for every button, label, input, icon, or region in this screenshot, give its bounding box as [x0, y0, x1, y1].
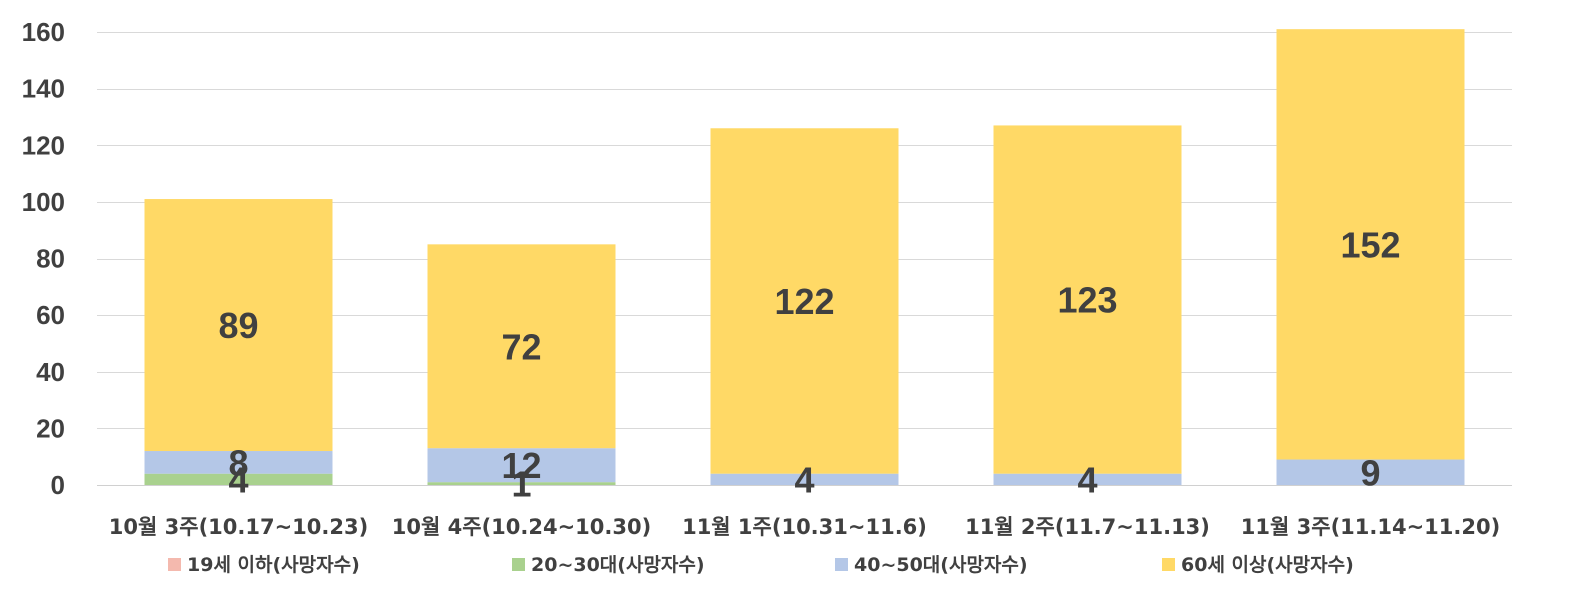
y-tick-label: 0	[51, 470, 65, 500]
legend-label: 40~50대(사망자수)	[854, 554, 1028, 576]
x-category-label: 11월 3주(11.14~11.20)	[1241, 515, 1500, 539]
legend-label: 19세 이하(사망자수)	[187, 554, 360, 576]
bar-segment	[1276, 459, 1465, 485]
x-category-label: 10월 3주(10.17~10.23)	[109, 515, 368, 539]
x-category-label: 11월 2주(11.7~11.13)	[965, 515, 1210, 539]
data-label: 12	[501, 445, 541, 486]
x-category-label: 11월 1주(10.31~11.6)	[682, 515, 927, 539]
data-label: 1	[511, 464, 531, 505]
legend-swatch	[1162, 558, 1175, 571]
bar-segment	[144, 451, 333, 474]
y-tick-label: 160	[22, 17, 65, 47]
data-label: 123	[1057, 280, 1117, 321]
y-tick-label: 100	[22, 187, 65, 217]
bar-segment	[427, 244, 616, 449]
legend: 19세 이하(사망자수) 20~30대(사망자수) 40~50대(사망자수) 60세 …	[168, 554, 1354, 576]
bar-segment	[427, 482, 616, 485]
data-label: 8	[228, 442, 248, 483]
data-label: 122	[774, 281, 834, 322]
bar-segment	[427, 448, 616, 483]
bar-segment	[144, 473, 333, 485]
data-label: 89	[218, 305, 258, 346]
bar-segment	[993, 473, 1182, 485]
data-label: 152	[1340, 224, 1400, 265]
legend-label: 60세 이상(사망자수)	[1181, 554, 1354, 576]
bar-segment	[144, 199, 333, 452]
bar-segment	[710, 128, 899, 474]
bars	[144, 29, 1465, 485]
x-axis-category-labels: 10월 3주(10.17~10.23) 10월 4주(10.24~10.30) 11…	[109, 515, 1500, 539]
data-label: 4	[228, 459, 248, 500]
bar-segment	[993, 125, 1182, 474]
y-tick-label: 40	[36, 357, 65, 387]
x-category-label: 10월 4주(10.24~10.30)	[392, 515, 651, 539]
y-axis-tick-labels: 0 20 40 60 80 100 120 140 160	[22, 17, 65, 500]
bar-segment	[710, 473, 899, 485]
y-tick-label: 140	[22, 74, 65, 104]
data-label: 4	[794, 459, 814, 500]
legend-swatch	[512, 558, 525, 571]
bar-segment	[1276, 29, 1465, 460]
data-label: 72	[501, 326, 541, 367]
legend-label: 20~30대(사망자수)	[531, 554, 705, 576]
data-label: 4	[1077, 459, 1097, 500]
y-tick-label: 80	[36, 244, 65, 274]
y-tick-label: 60	[36, 300, 65, 330]
y-tick-label: 20	[36, 413, 65, 443]
data-label: 9	[1360, 452, 1380, 493]
y-tick-label: 120	[22, 130, 65, 160]
legend-swatch	[835, 558, 848, 571]
legend-swatch	[168, 558, 181, 571]
